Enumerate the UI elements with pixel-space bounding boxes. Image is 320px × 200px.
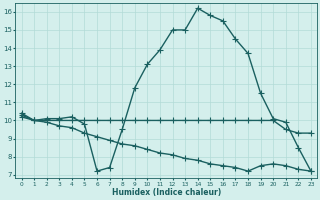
- X-axis label: Humidex (Indice chaleur): Humidex (Indice chaleur): [112, 188, 221, 197]
